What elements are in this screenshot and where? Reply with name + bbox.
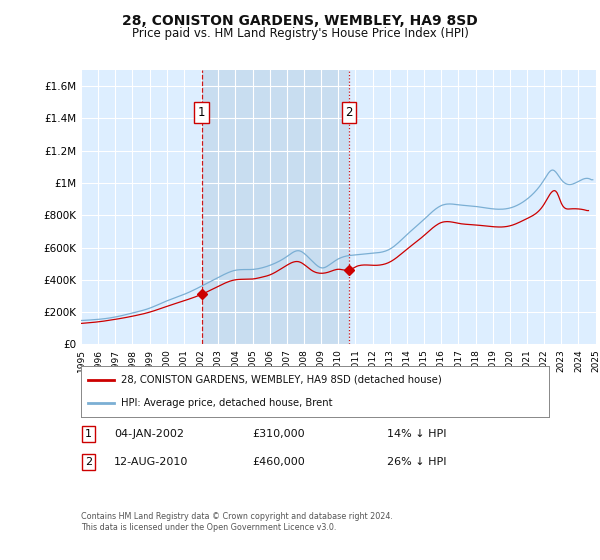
Text: £310,000: £310,000 [252, 429, 305, 439]
Text: 04-JAN-2002: 04-JAN-2002 [114, 429, 184, 439]
Bar [202, 70, 349, 344]
Text: HPI: Average price, detached house, Brent: HPI: Average price, detached house, Bren… [121, 398, 332, 408]
Text: 2: 2 [345, 106, 353, 119]
Text: 1: 1 [85, 429, 92, 439]
Text: Price paid vs. HM Land Registry's House Price Index (HPI): Price paid vs. HM Land Registry's House … [131, 27, 469, 40]
Text: 28, CONISTON GARDENS, WEMBLEY, HA9 8SD: 28, CONISTON GARDENS, WEMBLEY, HA9 8SD [122, 14, 478, 28]
Text: 26% ↓ HPI: 26% ↓ HPI [387, 457, 446, 467]
Text: 2: 2 [85, 457, 92, 467]
Text: 1: 1 [198, 106, 205, 119]
Text: 14% ↓ HPI: 14% ↓ HPI [387, 429, 446, 439]
Text: 28, CONISTON GARDENS, WEMBLEY, HA9 8SD (detached house): 28, CONISTON GARDENS, WEMBLEY, HA9 8SD (… [121, 375, 442, 385]
Text: £460,000: £460,000 [252, 457, 305, 467]
Text: Contains HM Land Registry data © Crown copyright and database right 2024.
This d: Contains HM Land Registry data © Crown c… [81, 512, 393, 532]
Text: 12-AUG-2010: 12-AUG-2010 [114, 457, 188, 467]
